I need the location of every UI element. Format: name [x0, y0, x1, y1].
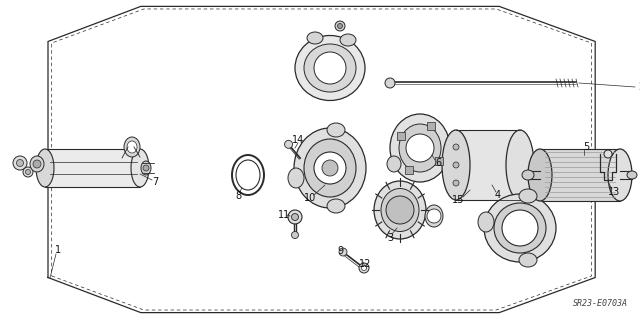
Ellipse shape — [340, 34, 356, 46]
Ellipse shape — [522, 170, 534, 180]
Bar — [45, 149, 140, 187]
Circle shape — [143, 165, 149, 171]
Text: 7: 7 — [152, 177, 158, 187]
Ellipse shape — [387, 156, 401, 172]
Circle shape — [385, 78, 395, 88]
Ellipse shape — [425, 205, 443, 227]
Ellipse shape — [374, 181, 426, 239]
Text: 12: 12 — [359, 259, 371, 269]
Circle shape — [23, 167, 33, 177]
Ellipse shape — [294, 128, 366, 208]
Text: 10: 10 — [304, 193, 316, 203]
Text: 13: 13 — [608, 187, 620, 197]
Circle shape — [26, 169, 31, 174]
Ellipse shape — [381, 189, 419, 232]
Text: SR23-E0703A: SR23-E0703A — [573, 299, 628, 308]
Circle shape — [288, 210, 302, 224]
Circle shape — [322, 160, 338, 176]
Ellipse shape — [327, 123, 345, 137]
Circle shape — [291, 232, 298, 239]
Text: 14: 14 — [292, 135, 304, 145]
Circle shape — [339, 248, 347, 256]
Ellipse shape — [288, 168, 304, 188]
Circle shape — [427, 209, 441, 223]
Text: 2: 2 — [638, 82, 640, 92]
Circle shape — [359, 263, 369, 273]
Ellipse shape — [304, 139, 356, 197]
Circle shape — [337, 24, 342, 28]
Ellipse shape — [295, 35, 365, 100]
Bar — [540, 149, 620, 201]
Ellipse shape — [484, 194, 556, 262]
Text: 11: 11 — [278, 210, 290, 220]
Circle shape — [17, 160, 24, 167]
Text: 5: 5 — [583, 142, 589, 152]
Text: 4: 4 — [495, 190, 501, 200]
Circle shape — [453, 180, 459, 186]
Ellipse shape — [390, 114, 450, 182]
Circle shape — [285, 140, 292, 148]
Bar — [435, 157, 443, 165]
Circle shape — [13, 156, 27, 170]
Bar — [405, 166, 413, 174]
Ellipse shape — [36, 149, 54, 187]
Circle shape — [386, 196, 414, 224]
Circle shape — [406, 134, 434, 162]
Circle shape — [453, 162, 459, 168]
Ellipse shape — [627, 171, 637, 179]
Circle shape — [362, 265, 367, 271]
Ellipse shape — [399, 124, 441, 172]
Ellipse shape — [124, 137, 140, 157]
Ellipse shape — [131, 149, 149, 187]
Ellipse shape — [127, 141, 137, 153]
Ellipse shape — [494, 203, 546, 253]
Text: 15: 15 — [452, 195, 464, 205]
Ellipse shape — [327, 199, 345, 213]
Ellipse shape — [30, 156, 44, 172]
Ellipse shape — [307, 32, 323, 44]
Circle shape — [33, 160, 41, 168]
Ellipse shape — [608, 149, 632, 201]
Ellipse shape — [528, 149, 552, 201]
Ellipse shape — [141, 161, 151, 175]
Circle shape — [453, 144, 459, 150]
Circle shape — [502, 210, 538, 246]
Text: 8: 8 — [235, 191, 241, 201]
Text: 3: 3 — [387, 233, 393, 243]
Text: 6: 6 — [435, 158, 441, 168]
Ellipse shape — [478, 212, 494, 232]
Bar — [397, 131, 405, 139]
Text: 9: 9 — [337, 246, 343, 256]
Bar — [427, 122, 435, 130]
Ellipse shape — [304, 44, 356, 92]
Text: 1: 1 — [55, 245, 61, 255]
Ellipse shape — [519, 253, 537, 267]
Ellipse shape — [506, 130, 534, 200]
Circle shape — [291, 213, 298, 220]
Circle shape — [604, 150, 612, 158]
Ellipse shape — [442, 130, 470, 200]
Circle shape — [314, 52, 346, 84]
Ellipse shape — [519, 189, 537, 203]
Bar — [456, 130, 520, 200]
Circle shape — [335, 21, 345, 31]
Ellipse shape — [236, 160, 260, 190]
Circle shape — [314, 152, 346, 184]
